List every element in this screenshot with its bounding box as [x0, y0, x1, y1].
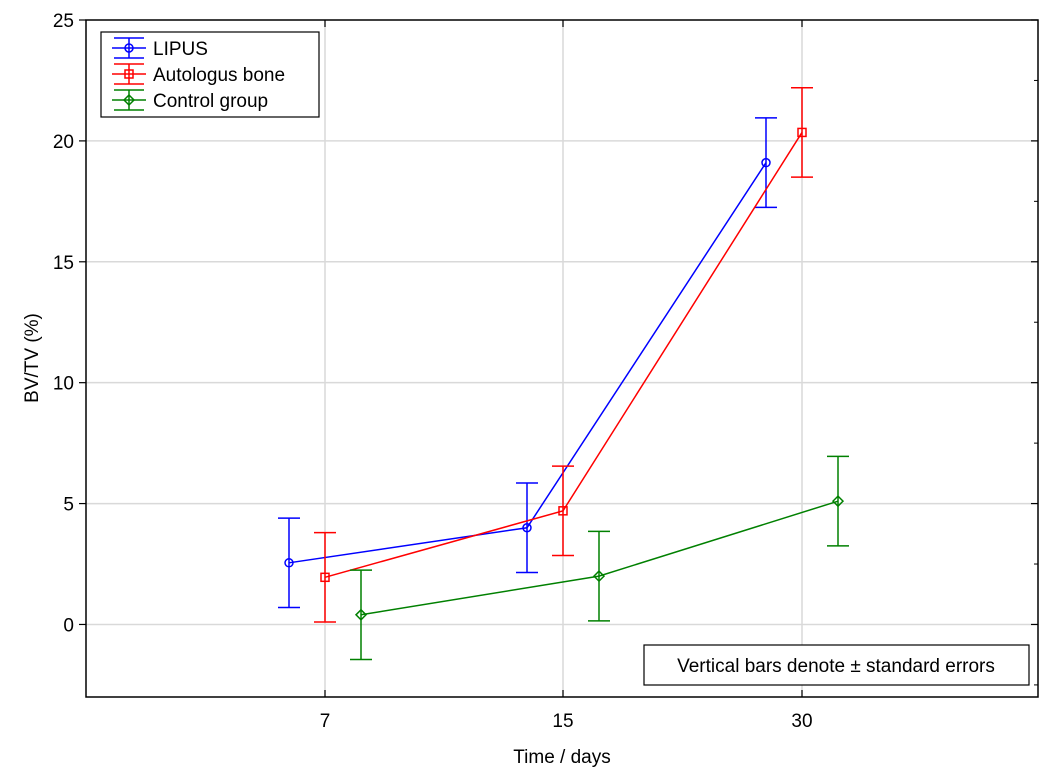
data-point — [797, 127, 807, 138]
data-point — [284, 558, 294, 568]
note-frame — [643, 644, 1030, 686]
x-tick-label: 30 — [791, 711, 812, 732]
note-text: Vertical bars denote ± standard errors — [677, 656, 995, 677]
data-point — [522, 523, 532, 533]
legend-label: Autologus bone — [153, 65, 285, 86]
y-tick-label: 5 — [63, 495, 74, 516]
legend-marker — [124, 69, 134, 79]
data-point — [558, 506, 568, 516]
y-tick-label: 10 — [53, 374, 74, 395]
data-point — [831, 495, 845, 508]
data-point — [354, 608, 368, 621]
legend: LIPUS Autologus bone Control group — [100, 31, 320, 118]
data-point — [761, 157, 771, 168]
note-box: Vertical bars denote ± standard errors — [643, 644, 1030, 686]
y-axis-label: BV/TV (%) — [22, 313, 43, 403]
legend-marker — [124, 43, 134, 53]
y-tick-label: 15 — [53, 253, 74, 274]
legend-label: Control group — [153, 91, 268, 112]
legend-item: LIPUS — [112, 37, 208, 60]
series-lipus — [278, 117, 777, 609]
x-tick-label: 7 — [320, 711, 331, 732]
y-tick-label: 25 — [53, 11, 74, 32]
axes: 0 5 10 15 20 25 7 15 30 — [53, 11, 1038, 732]
legend-marker — [122, 93, 136, 107]
legend-label: LIPUS — [153, 39, 208, 60]
plot-frame — [85, 19, 1039, 698]
legend-item: Autologus bone — [112, 63, 285, 86]
series-layer — [278, 86, 849, 661]
x-tick-label: 15 — [552, 711, 573, 732]
series-control-group — [350, 455, 849, 661]
legend-item: Control group — [112, 89, 268, 112]
x-axis-label: Time / days — [513, 747, 611, 768]
data-point — [592, 570, 606, 583]
y-tick-label: 0 — [63, 615, 74, 636]
grid — [86, 20, 1038, 697]
plot-area — [86, 20, 1038, 697]
series-autologus-bone — [314, 86, 813, 623]
y-tick-label: 20 — [53, 132, 74, 153]
data-point — [320, 572, 330, 583]
